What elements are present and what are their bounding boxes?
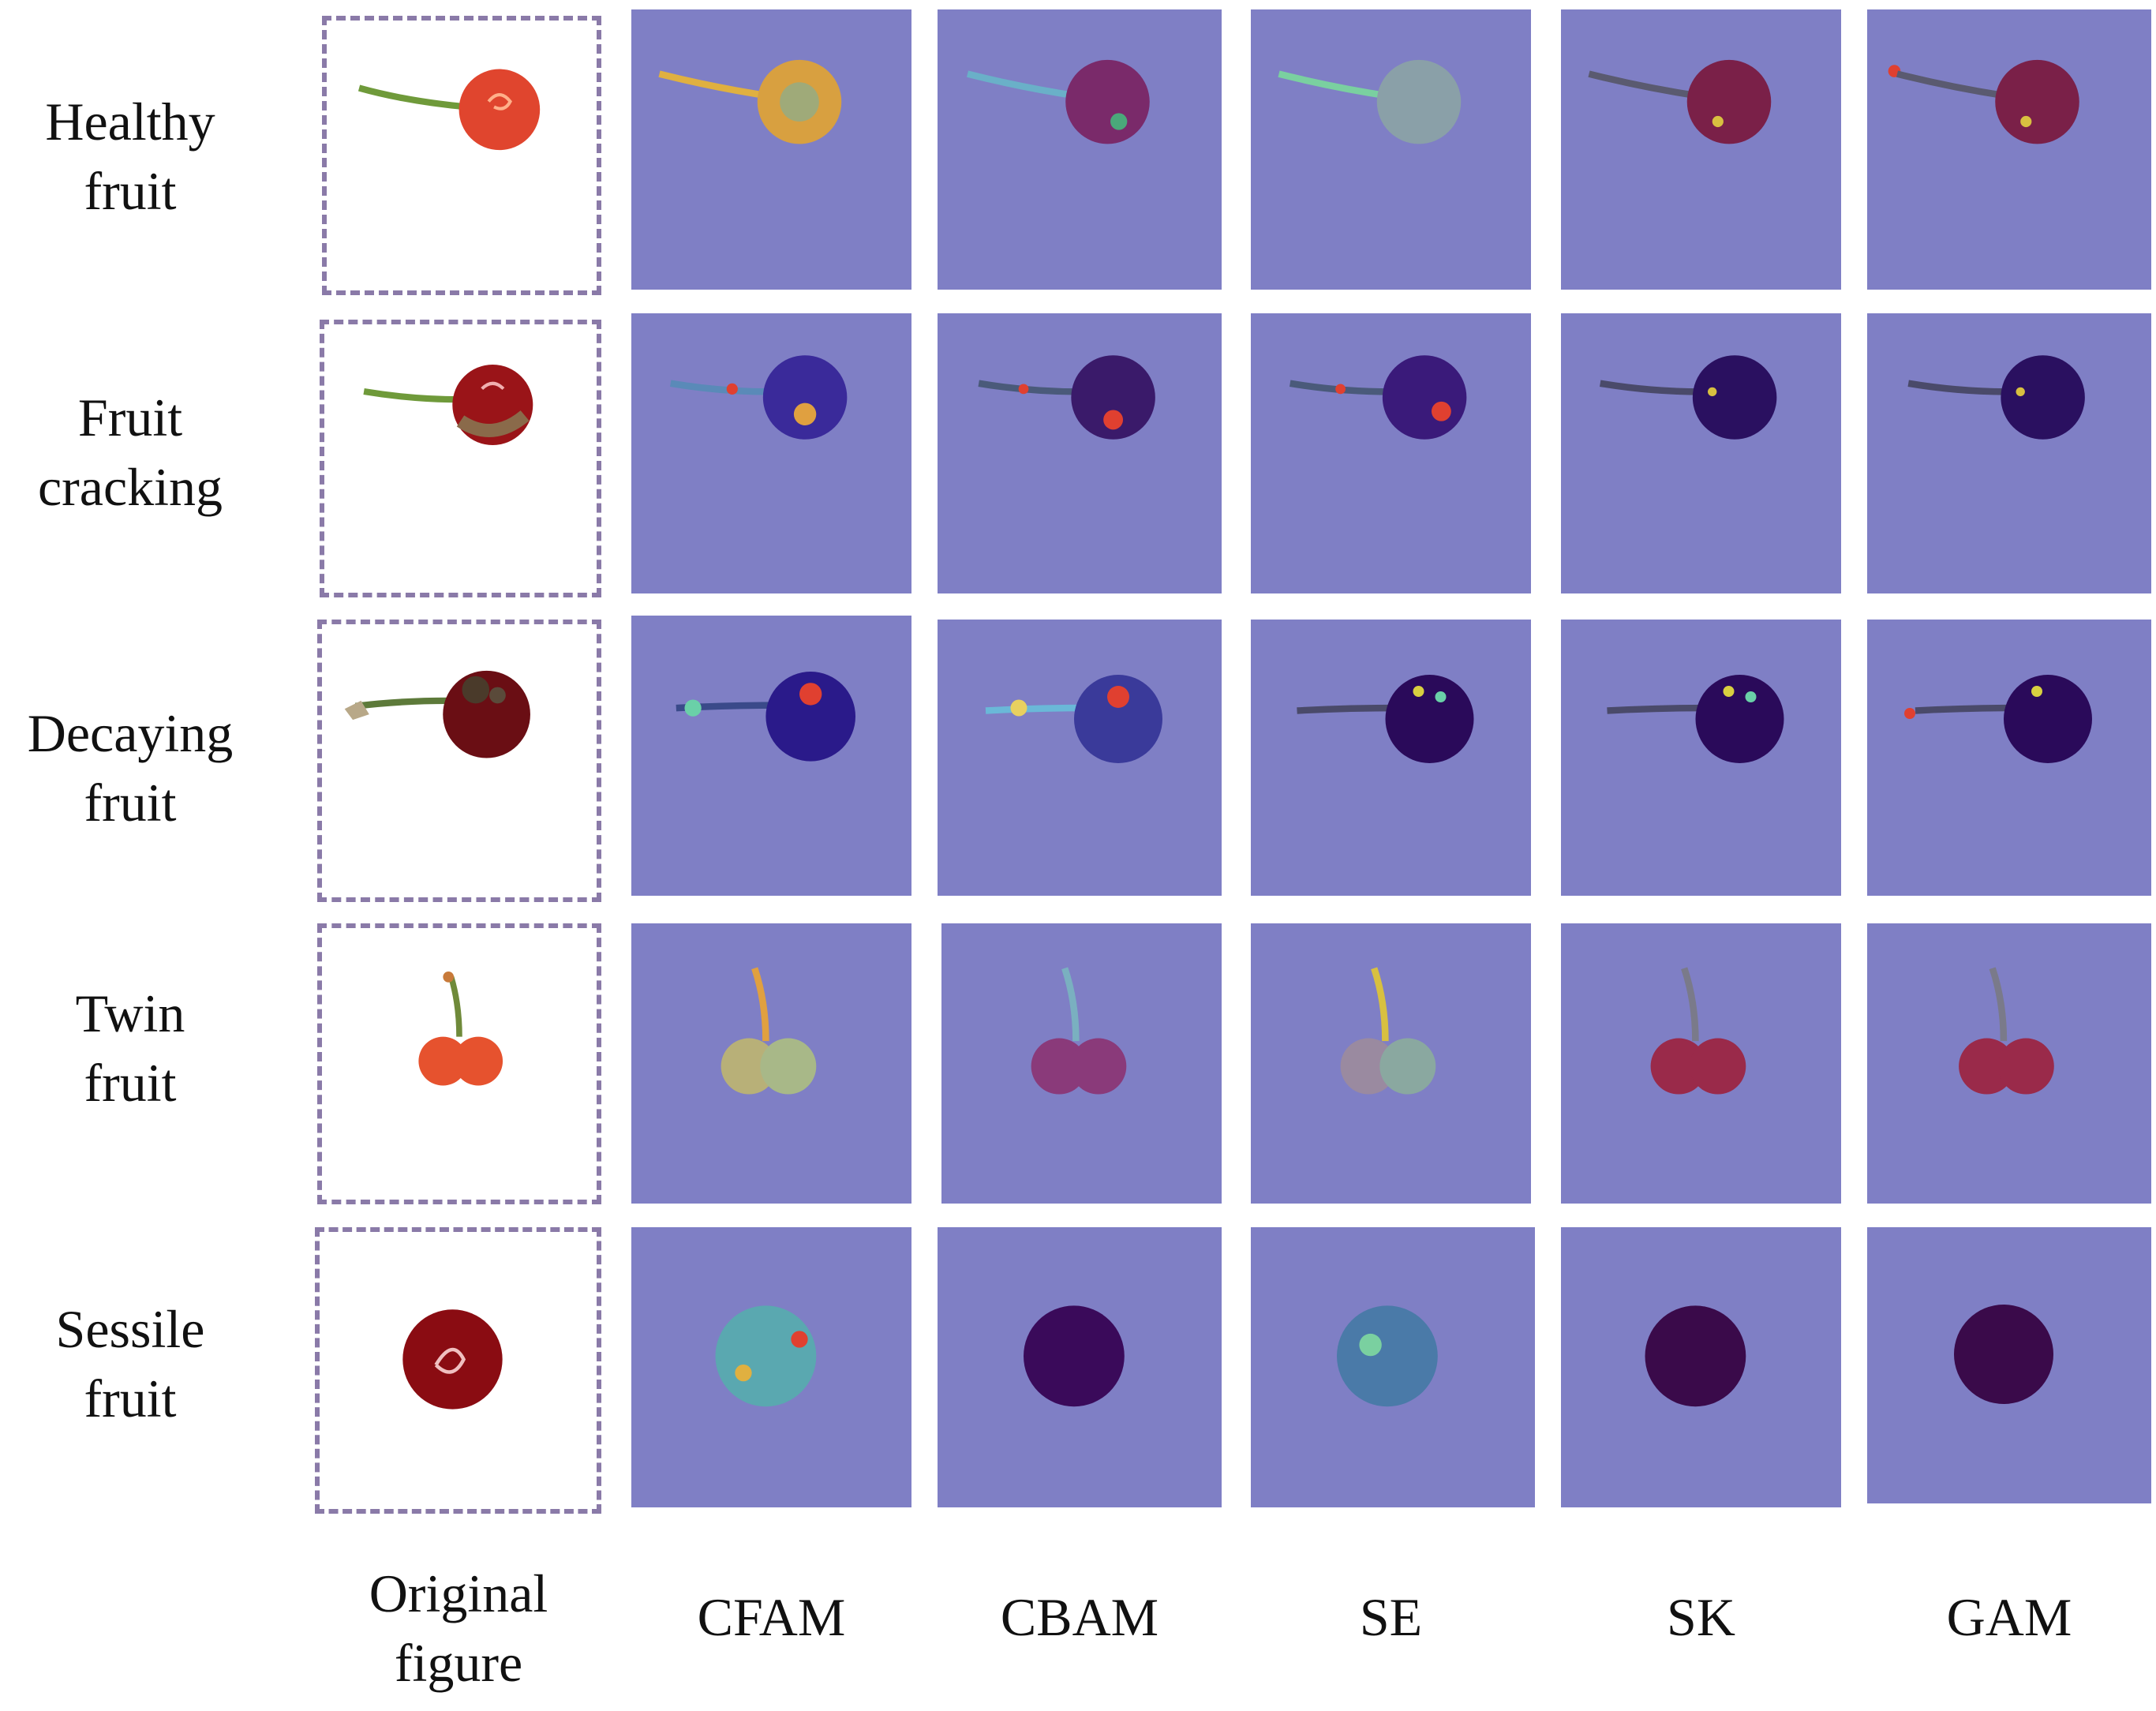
heatmap-gam-decaying [1867, 620, 2151, 896]
row-label-line2: fruit [84, 1368, 177, 1428]
heatmap-cfam-decaying [631, 616, 911, 896]
heatmap-gam-twin [1867, 923, 2151, 1204]
column-label-gam: GAM [1946, 1587, 2072, 1647]
heatmap-cfam-sessile [631, 1227, 911, 1507]
column-label-original: Original figure [316, 1559, 601, 1698]
row-label-twin: Twin fruit [0, 979, 260, 1118]
heatmap-cbam-healthy [938, 9, 1222, 290]
heatmap-gam-cracking [1867, 313, 2151, 593]
heatmap-cbam-sessile [938, 1227, 1222, 1507]
column-label-cbam: CBAM [1000, 1587, 1159, 1647]
heatmap-cbam-twin [941, 923, 1222, 1204]
row-label-line1: Fruit [77, 388, 183, 447]
row-label-decaying: Decaying fruit [0, 698, 260, 837]
row-label-line1: Decaying [27, 703, 234, 763]
row-label-line1: Healthy [45, 92, 215, 152]
heatmap-sk-healthy [1561, 9, 1841, 290]
heatmap-se-cracking [1251, 313, 1531, 593]
heatmap-gam-sessile [1867, 1227, 2151, 1503]
row-label-line1: Sessile [55, 1299, 205, 1359]
heatmap-sk-decaying [1561, 620, 1841, 896]
heatmap-cfam-healthy [631, 9, 911, 290]
heatmap-se-healthy [1251, 9, 1531, 290]
row-label-line2: fruit [84, 1053, 177, 1113]
heatmap-se-sessile [1251, 1227, 1535, 1507]
row-label-healthy: Healthy fruit [0, 87, 260, 226]
heatmap-cbam-decaying [938, 620, 1222, 896]
heatmap-cbam-cracking [938, 313, 1222, 593]
heatmap-se-decaying [1251, 620, 1531, 896]
row-label-line1: Twin [75, 983, 185, 1043]
column-label-line1: Original [369, 1563, 548, 1623]
row-label-line2: cracking [37, 457, 223, 517]
original-image-cracking [320, 320, 601, 597]
row-label-line2: fruit [84, 773, 177, 833]
heatmap-cfam-twin [631, 923, 911, 1204]
column-label-line2: figure [394, 1633, 523, 1693]
heatmap-sk-cracking [1561, 313, 1841, 593]
heatmap-se-twin [1251, 923, 1531, 1204]
original-image-twin [317, 923, 601, 1204]
column-label-cfam: CFAM [697, 1587, 846, 1647]
column-label-se: SE [1359, 1587, 1423, 1647]
heatmap-sk-sessile [1561, 1227, 1841, 1507]
heatmap-sk-twin [1561, 923, 1841, 1204]
row-label-cracking: Fruit cracking [0, 383, 260, 522]
original-image-healthy [322, 16, 601, 295]
original-image-decaying [317, 620, 601, 902]
column-label-sk: SK [1667, 1587, 1735, 1647]
row-label-line2: fruit [84, 161, 177, 221]
row-label-sessile: Sessile fruit [0, 1294, 260, 1433]
original-image-sessile [315, 1227, 601, 1514]
heatmap-gam-healthy [1867, 9, 2151, 290]
heatmap-cfam-cracking [631, 313, 911, 593]
